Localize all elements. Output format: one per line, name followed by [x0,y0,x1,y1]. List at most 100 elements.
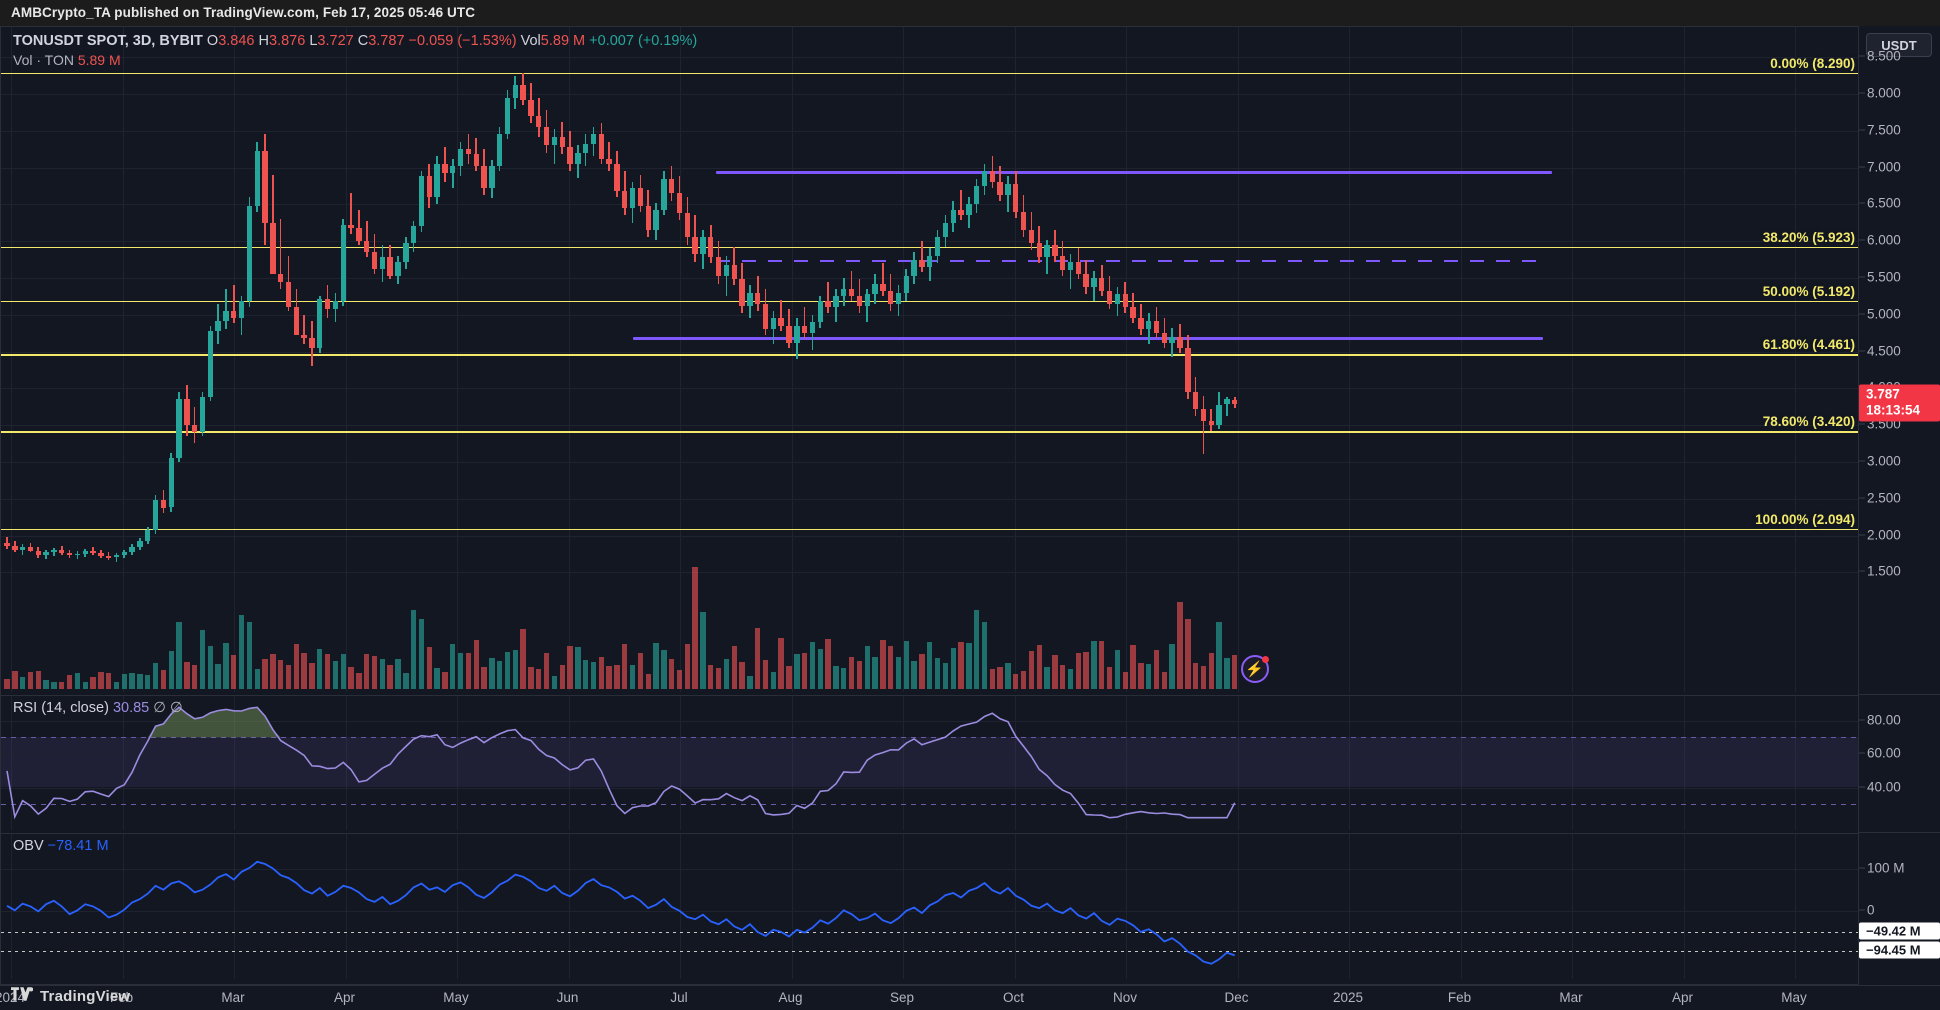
grid-vline [791,834,793,979]
grid-vline [1572,696,1573,830]
price-axis[interactable]: USDT 8.500 8.000 7.500 7.000 6.500 6.000 5.500… [1858,26,1940,985]
candlestick [1153,27,1160,692]
rsi-axis-tick: 40.00 [1867,779,1901,795]
candlestick [1146,27,1152,692]
candlestick [582,27,589,692]
legend-high-label: H [258,33,269,49]
candle-wick [358,210,360,245]
candlestick [113,27,120,692]
candle-body [981,171,988,186]
grid-line [1,130,1859,132]
grid-vline [903,834,904,979]
volume-bar [856,661,863,689]
current-price-badge[interactable]: 3.787 18:13:54 [1859,384,1940,422]
obv-legend[interactable]: OBV −78.41 M [13,838,109,854]
volume-bar [489,657,495,689]
candle-body [1208,421,1214,426]
candle-body [942,222,949,238]
candle-body [324,298,331,309]
legend-volume-row[interactable]: Vol · TON 5.89 M [13,51,697,70]
grid-vline [1014,834,1016,979]
support-resistance-line[interactable] [716,171,1553,175]
volume-bar [629,665,636,689]
candlestick [528,27,534,692]
rsi-pane[interactable] [1,695,1859,830]
candlestick [145,27,151,692]
support-resistance-line[interactable] [716,259,1544,262]
candlestick [598,27,604,692]
time-axis[interactable]: 2024 Feb Mar Apr May Jun Jul Aug Sep Oct Nov Dec 202… [0,985,1940,1010]
volume-bar [66,674,73,689]
obv-value-badge[interactable]: −49.42 M [1859,922,1940,940]
rsi-axis-scale[interactable]: 80.00 60.00 40.00 [1859,694,1940,829]
grid-vline [1126,27,1127,692]
candlestick [340,27,346,692]
obv-pane[interactable] [1,833,1859,979]
candle-body [731,264,737,280]
candle-body [19,547,26,551]
candle-body [137,541,143,548]
candle-wick [960,189,962,221]
time-axis-tick: Feb [109,990,134,1005]
candle-body [1114,294,1121,304]
axis-tick-mark [1859,909,1865,911]
candle-body [1099,277,1105,292]
candle-body [927,255,933,267]
candle-body [1177,336,1183,348]
volume-bar [778,638,784,689]
candle-body [403,242,409,262]
volume-bar [958,641,964,689]
tradingview-logo[interactable]: TradingView [11,987,130,1006]
rsi-axis-tick: 80.00 [1867,712,1901,728]
price-axis-scale[interactable]: 8.500 8.000 7.500 7.000 6.500 6.000 5.500 5.000… [1859,26,1940,691]
grid-line [1,241,1859,243]
candle-body [1138,318,1144,330]
candle-body [903,276,909,293]
obv-value-badge[interactable]: −94.45 M [1859,941,1940,959]
candlestick [661,27,667,692]
rsi-legend[interactable]: RSI (14, close) 30.85 ∅ ∅ [13,700,183,716]
fibonacci-level-line[interactable] [1,72,1859,74]
price-pane[interactable]: 0.00% (8.290) 38.20% (5.923) 50.00% (5.192… [1,27,1859,692]
rsi-threshold-line [1,737,1859,739]
fibonacci-level-line[interactable] [1,528,1859,531]
legend-ohlc-row[interactable]: TONUSDT SPOT, 3D, BYBIT O3.846 H3.876 L3… [13,32,697,51]
candlestick [833,27,839,692]
grid-vline [457,696,458,830]
candle-body [457,149,464,166]
volume-bar [504,651,511,689]
candlestick [504,27,511,692]
candlestick [512,27,518,692]
support-resistance-line[interactable] [632,336,1544,340]
candlestick [1005,27,1011,692]
candlestick [559,27,565,692]
volume-bar [1106,666,1113,689]
candlestick [285,27,292,692]
candle-body [387,257,393,277]
candlestick [293,27,300,692]
replay-lightning-badge[interactable]: ⚡ [1240,655,1269,683]
volume-bar [262,658,268,689]
fibonacci-level-line[interactable] [1,354,1859,356]
candlestick [1130,27,1136,692]
candle-body [1036,242,1042,258]
candle-body [536,116,542,127]
candlestick [309,27,315,692]
price-axis-tick: 5.000 [1867,306,1901,322]
obv-axis-scale[interactable]: 100 M 0 −49.42 M −94.45 M [1859,832,1940,978]
fibonacci-level-line[interactable] [1,300,1859,302]
currency-badge[interactable]: USDT [1866,33,1932,57]
candlestick [551,27,558,692]
candlestick [1232,27,1238,692]
grid-line [1,461,1859,463]
volume-bar [254,668,260,689]
candlestick [622,27,628,692]
candlestick [606,27,612,692]
candle-body [543,127,550,146]
volume-bar [145,674,151,689]
axis-tick-mark [1859,350,1865,351]
fibonacci-level-line[interactable] [1,431,1859,433]
candlestick [684,27,691,692]
candlestick [262,27,268,692]
fibonacci-level-line[interactable] [1,246,1859,249]
